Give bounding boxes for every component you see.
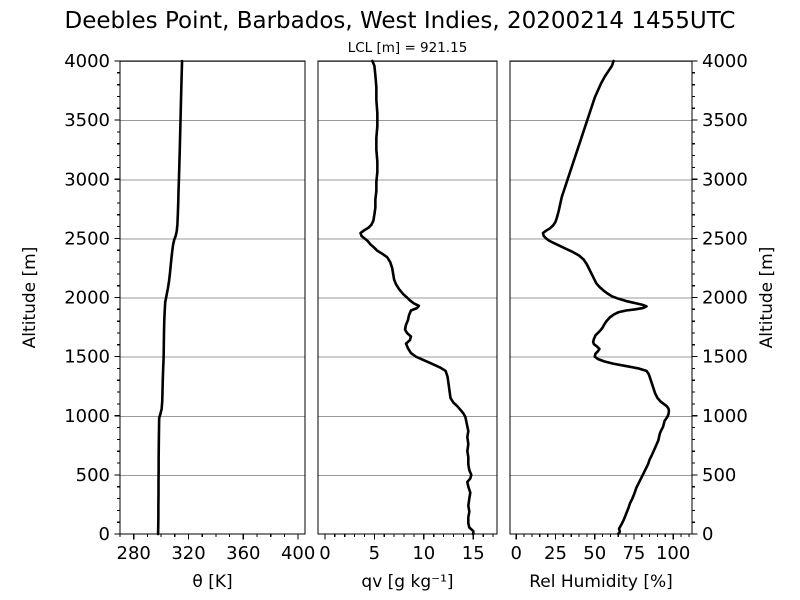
xticklabel-qv-5: 5 (369, 543, 380, 564)
yticklabel-left-4000: 4000 (64, 51, 110, 72)
yaxis-label-left: Altitude [m] (20, 247, 40, 349)
yticklabel-left-0: 0 (99, 524, 110, 545)
yticklabel-right-500: 500 (702, 465, 736, 486)
yticklabel-right-3500: 3500 (702, 110, 748, 131)
yticklabel-left-2000: 2000 (64, 288, 110, 309)
yticklabel-left-2500: 2500 (64, 228, 110, 249)
yticklabel-left-1500: 1500 (64, 347, 110, 368)
lcl-annotation: LCL [m] = 921.15 (348, 40, 468, 56)
yticklabel-left-1000: 1000 (64, 406, 110, 427)
chart-title: Deebles Point, Barbados, West Indies, 20… (65, 8, 736, 34)
data-curve-theta (156, 59, 184, 536)
yticklabel-right-1000: 1000 (702, 406, 748, 427)
xticklabel-qv-0: 0 (319, 543, 330, 564)
yticklabel-right-2000: 2000 (702, 288, 748, 309)
xaxis-label-rh: Rel Humidity [%] (529, 572, 673, 592)
xticklabel-theta-320: 320 (171, 543, 205, 564)
xticklabel-rh-75: 75 (622, 543, 645, 564)
xticklabel-rh-0: 0 (511, 543, 522, 564)
yticklabel-left-3000: 3000 (64, 169, 110, 190)
yticklabel-right-3000: 3000 (702, 169, 748, 190)
xticklabel-rh-25: 25 (544, 543, 567, 564)
xaxis-label-theta: θ [K] (192, 572, 232, 592)
yticklabel-left-500: 500 (76, 465, 110, 486)
yaxis-label-right: Altitude [m] (757, 247, 777, 349)
data-curve-rh (541, 59, 671, 536)
yticklabel-left-3500: 3500 (64, 110, 110, 131)
xticklabel-qv-10: 10 (412, 543, 435, 564)
yticklabel-right-0: 0 (702, 524, 713, 545)
yticklabel-right-4000: 4000 (702, 51, 748, 72)
xaxis-label-qv: qv [g kg⁻¹] (361, 572, 453, 592)
yticklabel-right-1500: 1500 (702, 347, 748, 368)
axes-frame-qv (317, 60, 498, 535)
xticklabel-theta-400: 400 (281, 543, 315, 564)
yticklabel-right-2500: 2500 (702, 228, 748, 249)
xticklabel-rh-50: 50 (583, 543, 606, 564)
xticklabel-theta-280: 280 (117, 543, 151, 564)
xticklabel-theta-360: 360 (226, 543, 260, 564)
data-curve-qv (359, 59, 475, 536)
xticklabel-qv-15: 15 (462, 543, 485, 564)
xticklabel-rh-100: 100 (656, 543, 690, 564)
